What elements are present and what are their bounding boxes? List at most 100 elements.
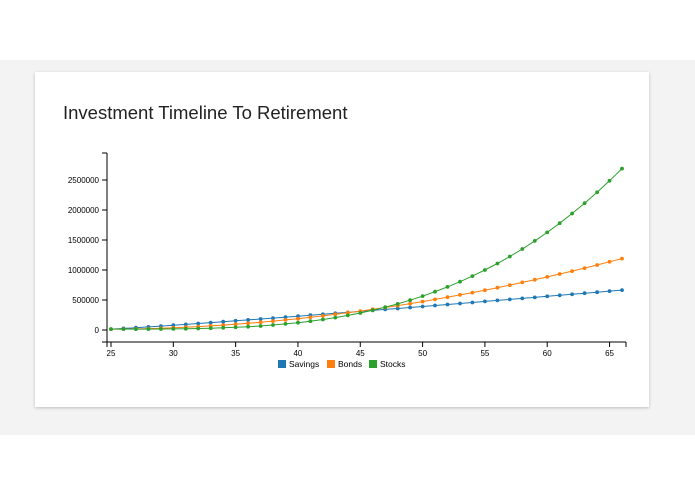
y-tick-label: 500000 <box>72 296 99 305</box>
legend-label-bonds: Bonds <box>338 359 362 369</box>
x-tick-label: 65 <box>605 349 614 358</box>
data-point <box>383 305 388 310</box>
legend-swatch-bonds <box>327 360 335 368</box>
data-point <box>545 230 550 235</box>
data-point <box>296 316 300 321</box>
data-point <box>258 317 263 321</box>
data-point <box>283 322 288 326</box>
data-point <box>408 305 412 310</box>
data-point <box>333 312 338 317</box>
data-point <box>620 256 624 261</box>
data-point <box>520 280 525 285</box>
data-point <box>483 268 487 272</box>
data-point <box>370 308 375 313</box>
chart-card: Investment Timeline To Retirement 0 50000… <box>35 72 649 407</box>
x-tick-label: 35 <box>231 349 240 358</box>
data-point <box>433 289 437 294</box>
data-point <box>433 297 437 302</box>
data-point <box>620 288 624 292</box>
data-point <box>183 326 188 331</box>
data-point <box>557 293 562 298</box>
data-point <box>196 321 201 326</box>
line-chart: 0 500000 1000000 1500000 2000000 2500000 25 30… <box>68 152 627 369</box>
series-stocks <box>109 166 624 331</box>
data-point <box>271 323 275 327</box>
data-point <box>582 266 587 270</box>
data-point <box>233 318 238 323</box>
series-savings <box>109 288 624 331</box>
data-point <box>595 263 599 267</box>
data-point <box>171 327 176 331</box>
data-point <box>433 303 437 308</box>
data-point <box>246 321 251 326</box>
data-point <box>570 211 574 216</box>
data-point <box>495 298 500 303</box>
data-point <box>495 285 500 290</box>
data-point <box>470 300 475 305</box>
data-point <box>196 326 201 331</box>
data-point <box>208 320 213 325</box>
data-point <box>595 190 599 195</box>
data-point <box>532 277 537 282</box>
series-line <box>110 258 623 330</box>
data-point <box>445 302 450 307</box>
data-point <box>121 327 126 331</box>
data-point <box>507 297 512 302</box>
data-point <box>570 269 574 273</box>
data-point <box>221 325 226 330</box>
data-point <box>483 299 487 304</box>
data-point <box>507 254 512 259</box>
y-tick-label: 2000000 <box>68 206 100 215</box>
data-point <box>582 201 587 206</box>
data-point <box>445 285 450 289</box>
data-point <box>595 290 599 295</box>
data-point <box>159 327 163 331</box>
data-point <box>445 295 450 300</box>
data-point <box>271 319 275 323</box>
data-point <box>620 166 624 171</box>
data-point <box>246 324 251 329</box>
data-point <box>321 317 325 322</box>
data-point <box>495 261 500 266</box>
legend-swatch-savings <box>278 360 286 368</box>
x-tick-label: 60 <box>543 349 552 358</box>
data-point <box>470 274 475 278</box>
data-point <box>296 320 300 325</box>
y-tick-label: 1000000 <box>68 266 100 275</box>
legend-swatch-stocks <box>369 360 377 368</box>
data-point <box>458 279 462 284</box>
data-point <box>458 301 462 306</box>
data-point <box>520 296 525 301</box>
data-point <box>607 259 612 264</box>
series-line <box>110 289 623 330</box>
x-tick-label: 55 <box>480 349 489 358</box>
data-point <box>134 327 138 331</box>
series-layer <box>109 166 624 331</box>
y-tick-label: 0 <box>95 326 100 335</box>
x-axis: 25 30 35 40 45 50 55 60 65 <box>106 341 627 358</box>
x-tick-label: 30 <box>169 349 178 358</box>
x-tick-label: 45 <box>356 349 365 358</box>
data-point <box>408 298 412 303</box>
data-point <box>395 302 400 306</box>
data-point <box>570 292 574 297</box>
y-tick-label: 1500000 <box>68 236 100 245</box>
data-point <box>345 313 350 318</box>
data-point <box>333 315 338 320</box>
data-point <box>358 311 363 315</box>
data-point <box>321 314 325 318</box>
data-point <box>345 310 350 315</box>
x-tick-label: 40 <box>293 349 302 358</box>
data-point <box>483 288 487 293</box>
data-point <box>532 295 537 300</box>
data-point <box>458 293 462 297</box>
data-point <box>470 290 475 295</box>
data-point <box>146 327 151 331</box>
data-point <box>208 326 213 331</box>
data-point <box>408 301 412 306</box>
data-point <box>520 247 525 251</box>
legend-label-savings: Savings <box>289 359 319 369</box>
data-point <box>258 320 263 325</box>
series-bonds <box>109 256 624 331</box>
data-point <box>308 315 313 320</box>
